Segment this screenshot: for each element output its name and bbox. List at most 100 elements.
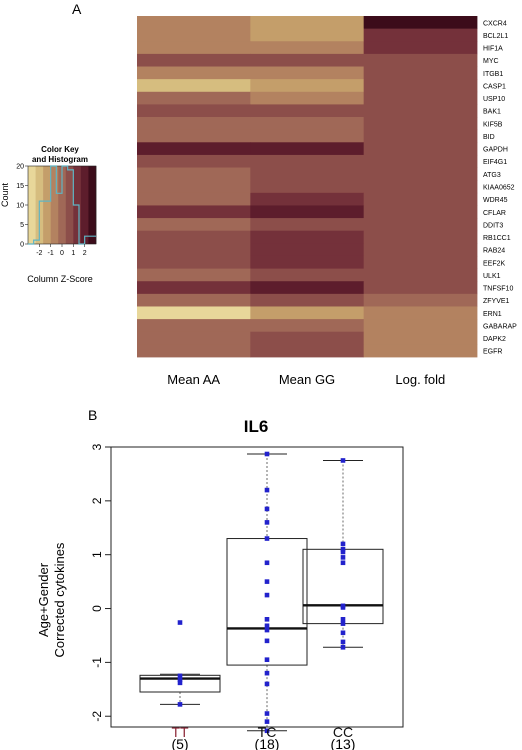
heatmap-cell xyxy=(363,53,478,67)
boxplot-ylabel-line1: Age+Gender xyxy=(36,562,51,637)
heatmap-cell xyxy=(363,41,478,55)
heatmap-cell xyxy=(137,230,251,244)
heatmap-row-label: DAPK2 xyxy=(483,336,506,343)
heatmap-cell xyxy=(363,306,478,320)
heatmap-cell xyxy=(137,129,251,143)
boxplot-title: IL6 xyxy=(244,417,269,436)
boxplot-point xyxy=(340,617,346,622)
heatmap-cell xyxy=(363,293,478,307)
heatmap-row-label: MYC xyxy=(483,58,499,65)
heatmap-cell xyxy=(250,142,365,156)
heatmap-row-label: USP10 xyxy=(483,96,505,103)
heatmap-cell xyxy=(137,16,251,30)
heatmap-row-label: BID xyxy=(483,134,495,141)
heatmap-column-label: Mean AA xyxy=(167,372,220,387)
boxplot: IL6 Age+Gender Corrected cytokines -2 -1 0… xyxy=(36,417,404,750)
color-key-swatch xyxy=(88,166,97,244)
boxplot-ytick-label: -2 xyxy=(90,711,104,722)
boxplot-point xyxy=(264,681,270,687)
heatmap-cell xyxy=(250,79,365,93)
heatmap-cell xyxy=(137,154,251,168)
heatmap-cell xyxy=(250,344,365,358)
heatmap-cell xyxy=(137,79,251,93)
color-key-histogram xyxy=(28,165,96,245)
heatmap-row-label: EGFR xyxy=(483,349,502,356)
heatmap-cell xyxy=(250,192,365,206)
boxplot-point xyxy=(264,657,270,662)
heatmap-row-label: BCL2L1 xyxy=(483,33,508,40)
heatmap-row-label: RB1CC1 xyxy=(483,235,511,242)
color-key-xtick-label: 1 xyxy=(71,250,75,257)
boxplot-point xyxy=(340,645,346,650)
boxplot-point xyxy=(264,728,270,734)
boxplot-category-label: TT xyxy=(171,724,189,740)
boxplot-point xyxy=(264,536,270,541)
boxplot-point xyxy=(264,670,270,676)
heatmap-cell xyxy=(363,319,478,333)
heatmap-cell xyxy=(363,255,478,269)
boxplot-point xyxy=(340,549,346,555)
heatmap-row-label: BAK1 xyxy=(483,109,501,116)
heatmap-cell xyxy=(363,180,478,194)
heatmap-cell xyxy=(250,319,365,333)
color-key-ytick-label: 15 xyxy=(16,183,24,190)
heatmap-row-label: KIF5B xyxy=(483,121,503,128)
heatmap-cell xyxy=(137,281,251,295)
heatmap-cell xyxy=(250,16,365,30)
boxplot-point xyxy=(264,623,270,629)
heatmap-row-label: ATG3 xyxy=(483,172,501,179)
boxplot-point xyxy=(340,630,346,636)
heatmap-cell xyxy=(137,91,251,105)
boxplot-point xyxy=(340,541,346,547)
heatmap-cell xyxy=(137,344,251,358)
boxplot-point xyxy=(264,506,270,512)
boxplot-point xyxy=(264,711,270,716)
color-key-swatch xyxy=(58,166,67,244)
heatmap-cell xyxy=(250,66,365,80)
heatmap-cell xyxy=(137,28,251,42)
color-key-ytick-label: 20 xyxy=(16,164,24,171)
heatmap-cell xyxy=(363,205,478,219)
boxplot-point xyxy=(340,639,346,645)
color-key-swatch xyxy=(43,166,51,244)
color-key-ylabel: Count xyxy=(0,183,10,208)
boxplot-point xyxy=(177,673,183,679)
heatmap-cell xyxy=(250,167,365,181)
heatmap-row-label: DDIT3 xyxy=(483,222,503,229)
boxplot-point xyxy=(340,547,346,552)
heatmap-row-label: WDR45 xyxy=(483,197,508,204)
heatmap-cell xyxy=(137,293,251,307)
heatmap-cell xyxy=(137,41,251,55)
heatmap-cell xyxy=(250,205,365,219)
heatmap-cell xyxy=(137,268,251,282)
heatmap-cell xyxy=(137,167,251,181)
color-key-xtick-label: 0 xyxy=(60,250,64,257)
boxplot-point xyxy=(177,680,183,686)
panel-label-b: B xyxy=(88,407,97,423)
color-key-ytick-label: 10 xyxy=(16,203,24,210)
boxplot-count-label: (18) xyxy=(255,736,280,750)
heatmap-cell xyxy=(363,331,478,345)
heatmap-cell xyxy=(250,331,365,345)
boxplot-category-label: TC xyxy=(258,724,277,740)
boxplot-ytick-label: 0 xyxy=(90,605,104,612)
boxplot-category-label: CC xyxy=(333,724,353,740)
boxplot-frame xyxy=(110,446,404,728)
boxplot-point xyxy=(340,621,346,626)
heatmap-cell xyxy=(137,192,251,206)
heatmap-row-labels: CXCR4 BCL2L1 HIF1A MYC ITGB1 CASP1 USP10 BAK1 KI… xyxy=(483,20,517,355)
heatmap-row-label: ITGB1 xyxy=(483,71,503,78)
color-key-swatch xyxy=(80,166,89,244)
heatmap-cell xyxy=(363,142,478,156)
heatmap-cell xyxy=(250,117,365,131)
heatmap-cell xyxy=(137,218,251,232)
heatmap-cell xyxy=(250,268,365,282)
boxplot-box xyxy=(302,548,384,625)
heatmap-column-label: Log. fold xyxy=(395,372,445,387)
heatmap-row-label: CASP1 xyxy=(483,83,506,90)
heatmap-cell xyxy=(363,344,478,358)
heatmap-cell xyxy=(137,117,251,131)
heatmap xyxy=(137,16,478,358)
boxplot-point xyxy=(264,627,270,633)
